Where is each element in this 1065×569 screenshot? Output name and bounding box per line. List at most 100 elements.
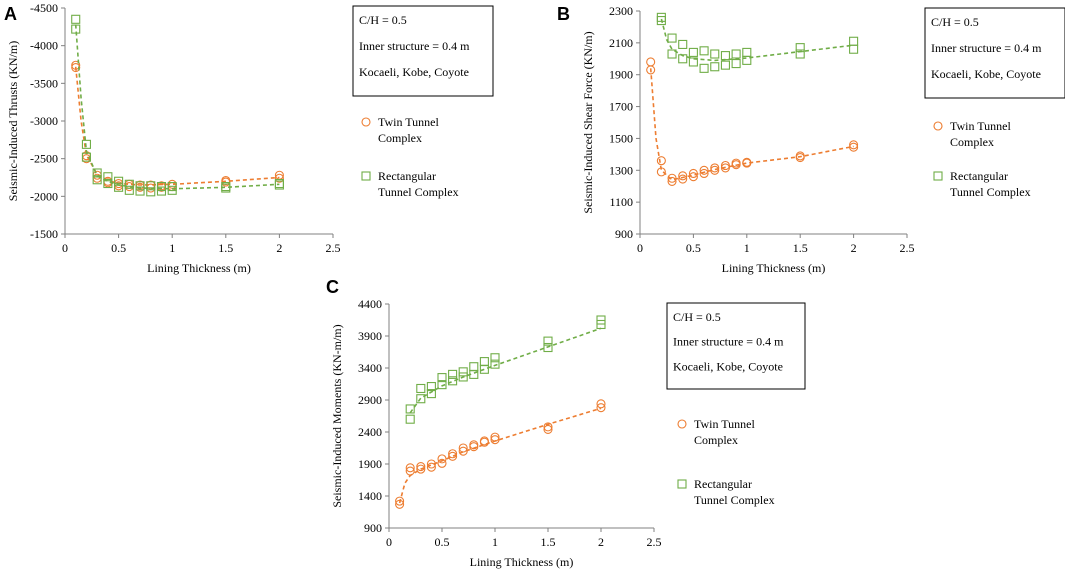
data-point-twin — [458, 446, 468, 456]
data-point-rect — [731, 59, 741, 69]
x-tick-label: 2.5 — [900, 241, 915, 255]
data-point-rect — [448, 376, 458, 386]
data-point-rect — [469, 362, 479, 372]
data-point-rect — [678, 39, 688, 50]
x-tick-label: 1.5 — [218, 241, 233, 255]
data-point-rect — [458, 372, 468, 382]
data-point-twin — [395, 496, 405, 506]
data-point-twin — [710, 165, 720, 175]
data-point-rect — [437, 373, 447, 383]
y-tick-label: 1400 — [358, 489, 382, 503]
data-point-rect — [849, 44, 859, 54]
panel-letter: C — [326, 277, 339, 297]
data-point-twin — [458, 443, 468, 453]
x-tick-label: 0.5 — [686, 241, 701, 255]
data-point-twin — [678, 174, 688, 184]
trend-line-twin — [74, 66, 280, 186]
trend-line-twin — [649, 68, 854, 181]
data-point-rect — [124, 179, 134, 189]
data-point-rect — [596, 319, 606, 330]
chart-panel-B: B 900 1100 1300 1500 1700 1900 2100 2300 0 0.5 1 1.5… — [557, 4, 1065, 275]
data-point-rect — [490, 359, 500, 369]
data-point-rect — [656, 16, 666, 26]
data-point-rect — [81, 152, 91, 162]
data-point-rect — [426, 389, 436, 399]
data-point-rect — [699, 63, 709, 73]
data-point-rect — [103, 172, 113, 182]
x-tick-label: 2.5 — [647, 535, 662, 549]
data-point-twin — [405, 463, 415, 473]
legend-label-twin: Twin Tunnel — [950, 119, 1012, 133]
data-point-twin — [596, 403, 606, 413]
data-point-rect — [849, 36, 859, 46]
y-tick-label: -3500 — [30, 76, 58, 90]
data-point-rect — [71, 14, 81, 24]
info-box-line: Inner structure = 0.4 m — [931, 41, 1042, 55]
data-point-twin — [849, 140, 859, 150]
y-tick-label: 1100 — [609, 195, 633, 209]
y-tick-label: -3000 — [30, 114, 58, 128]
data-point-twin — [699, 165, 709, 175]
data-point-twin — [426, 462, 436, 472]
info-box — [924, 7, 1065, 99]
trend-line-rect — [74, 24, 280, 190]
y-tick-label: 1500 — [609, 131, 633, 145]
series-rect — [405, 315, 606, 424]
data-point-twin — [448, 449, 458, 459]
legend-marker-rect — [677, 479, 687, 489]
panel-letter: B — [557, 4, 570, 24]
data-point-twin — [710, 163, 720, 173]
data-point-rect — [405, 414, 415, 424]
data-point-twin — [688, 168, 698, 179]
legend-label-twin-cont: Complex — [694, 433, 738, 447]
data-point-rect — [221, 183, 231, 193]
data-point-twin — [437, 454, 447, 464]
data-point-rect — [426, 382, 436, 392]
data-point-twin — [656, 167, 666, 177]
legend-label-rect: Rectangular — [694, 477, 752, 491]
data-point-rect — [71, 24, 81, 34]
legend-marker-twin — [361, 117, 371, 127]
info-box-line: C/H = 0.5 — [673, 310, 721, 324]
data-point-rect — [124, 185, 134, 195]
data-point-twin — [667, 173, 677, 183]
y-tick-label: -2500 — [30, 152, 58, 166]
data-point-twin — [71, 60, 81, 70]
chart-panel-C: C 900 1400 1900 2400 2900 3400 3900 4400 0 0.5 1 1.5… — [326, 277, 806, 569]
x-tick-label: 1 — [744, 241, 750, 255]
data-point-twin — [448, 451, 458, 461]
y-tick-label: 2300 — [609, 4, 633, 18]
y-axis-label: Seismic-Induced Shear Force (KN/m) — [581, 31, 595, 213]
y-tick-label: -4500 — [30, 1, 58, 15]
data-point-twin — [426, 459, 436, 469]
data-point-twin — [596, 399, 606, 409]
x-tick-label: 0 — [62, 241, 68, 255]
x-tick-label: 2 — [851, 241, 857, 255]
data-point-twin — [469, 442, 479, 452]
info-box — [352, 5, 494, 97]
data-point-rect — [479, 364, 489, 374]
x-tick-label: 0.5 — [435, 535, 450, 549]
data-point-twin — [490, 432, 500, 442]
data-point-twin — [543, 422, 553, 432]
legend-marker-rect — [933, 171, 943, 181]
series-twin — [646, 57, 859, 186]
info-box-line: C/H = 0.5 — [359, 13, 407, 27]
data-point-rect — [156, 186, 167, 196]
data-point-twin — [720, 160, 730, 171]
trend-line-twin — [398, 407, 602, 504]
x-tick-label: 1.5 — [541, 535, 556, 549]
trend-line-rect — [409, 327, 602, 414]
y-tick-label: 1700 — [609, 100, 633, 114]
data-point-rect — [416, 383, 426, 394]
data-point-rect — [710, 49, 720, 59]
y-tick-label: 3400 — [358, 361, 382, 375]
info-box-line: Kocaeli, Kobe, Coyote — [359, 65, 469, 79]
data-point-rect — [720, 60, 730, 70]
data-point-twin — [437, 458, 447, 468]
data-point-rect — [543, 342, 553, 353]
x-tick-label: 2 — [598, 535, 604, 549]
data-point-rect — [543, 336, 553, 346]
data-point-rect — [688, 47, 698, 57]
